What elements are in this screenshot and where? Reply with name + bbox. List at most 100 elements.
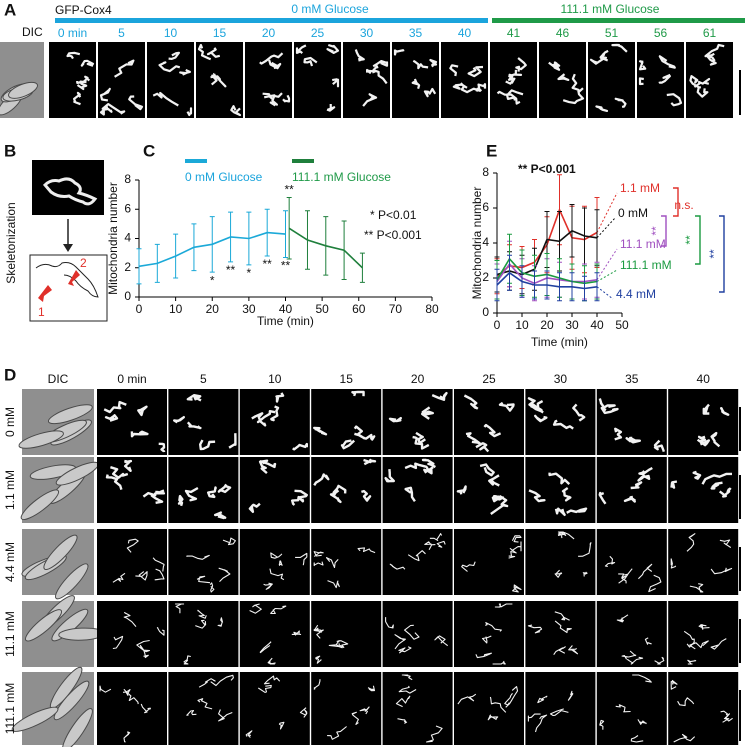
mito-signal <box>152 557 165 572</box>
mito-signal <box>222 537 236 546</box>
mito-signal <box>99 87 111 102</box>
mito-signal <box>423 87 437 98</box>
dic-cell <box>53 680 90 721</box>
mito-signal <box>611 43 628 53</box>
mito-signal <box>197 698 213 710</box>
mito-signal <box>218 567 231 582</box>
mito-signal <box>488 474 500 487</box>
mito-signal <box>101 103 126 115</box>
mito-signal <box>139 644 149 659</box>
mito-signal <box>702 403 710 415</box>
mito-signal <box>487 714 499 721</box>
significance-label: ** <box>263 257 273 271</box>
mito-signal <box>295 552 308 566</box>
mito-signal <box>658 55 676 69</box>
mito-signal <box>578 542 592 557</box>
timepoint-label: 35 <box>409 26 423 40</box>
mito-signal <box>449 64 459 77</box>
mito-signal <box>404 486 416 502</box>
micrograph <box>32 160 104 215</box>
mito-signal <box>475 442 490 453</box>
mito-signal <box>104 414 119 422</box>
micrograph <box>343 42 390 118</box>
mito-signal <box>461 561 476 572</box>
mito-signal <box>389 563 406 570</box>
mito-signal <box>718 487 732 498</box>
mito-signal <box>630 481 643 490</box>
mito-signal <box>595 105 609 112</box>
micrograph <box>239 529 310 595</box>
timepoint-label: 61 <box>703 26 717 40</box>
mito-signal <box>638 563 653 580</box>
mito-signal <box>263 582 273 590</box>
x-tick-label: 20 <box>540 318 554 332</box>
micrograph <box>97 389 167 455</box>
timepoint-label: 20 <box>411 372 425 386</box>
mito-signal <box>325 557 339 569</box>
mito-signal <box>99 685 112 693</box>
micrograph <box>97 601 167 667</box>
x-tick-label: 50 <box>615 318 629 332</box>
mito-signal <box>173 416 185 424</box>
mito-signal <box>228 433 237 449</box>
micrograph <box>239 389 310 455</box>
mito-signal <box>689 75 700 89</box>
mito-signal <box>351 711 359 725</box>
mito-signal <box>152 91 179 107</box>
micrograph <box>382 457 453 523</box>
mito-signal <box>467 65 484 78</box>
mito-signal <box>692 470 702 480</box>
mito-signal <box>186 394 202 402</box>
mito-signal <box>479 463 495 477</box>
mito-signal <box>248 502 261 513</box>
micrograph <box>668 457 739 523</box>
x-tick-label: 0 <box>136 302 143 316</box>
x-tick-label: 30 <box>242 302 256 316</box>
dic-label: DIC <box>22 25 43 39</box>
arrow-head <box>63 244 73 252</box>
mito-signal <box>326 103 336 112</box>
mito-signal <box>623 495 637 503</box>
mito-signal <box>673 733 696 743</box>
mito-signal <box>557 73 570 81</box>
mito-signal <box>294 489 308 503</box>
mito-signal <box>313 679 321 690</box>
series-line <box>288 227 363 269</box>
y-tick-label: 4 <box>482 235 489 249</box>
series-label: 0 mM <box>618 206 648 220</box>
mito-signal <box>421 406 434 420</box>
mito-signal <box>256 410 276 424</box>
mito-signal <box>186 709 197 716</box>
mito-signal <box>424 541 436 551</box>
mito-signal <box>589 56 609 65</box>
x-axis-label: Time (min) <box>531 335 588 349</box>
condition-bar <box>55 18 488 23</box>
panel-label: C <box>143 141 155 160</box>
significance-bracket <box>673 187 679 217</box>
mito-signal <box>217 617 224 627</box>
mito-signal <box>353 425 366 440</box>
y-tick-label: 6 <box>124 201 131 215</box>
mito-signal <box>494 603 513 608</box>
mito-signal <box>490 494 509 515</box>
mito-signal <box>142 491 164 504</box>
mito-signal <box>492 660 506 665</box>
timepoint-label: 25 <box>482 372 496 386</box>
y-tick-label: 6 <box>482 200 489 214</box>
significance-bracket <box>695 215 701 265</box>
mito-signal <box>554 620 572 634</box>
mito-signal <box>361 489 372 502</box>
mito-signal <box>328 639 343 649</box>
arrow-label: 2 <box>80 256 87 270</box>
mito-signal <box>632 674 652 683</box>
timepoint-label: 30 <box>554 372 568 386</box>
mito-signal <box>654 656 665 665</box>
mito-signal <box>156 627 165 636</box>
mito-signal <box>554 611 570 621</box>
mito-signal <box>710 481 723 490</box>
mito-signal <box>154 568 165 581</box>
mito-signal <box>336 640 349 648</box>
panel-label: D <box>4 365 16 384</box>
mito-signal <box>388 416 402 423</box>
mito-signal <box>263 675 281 685</box>
